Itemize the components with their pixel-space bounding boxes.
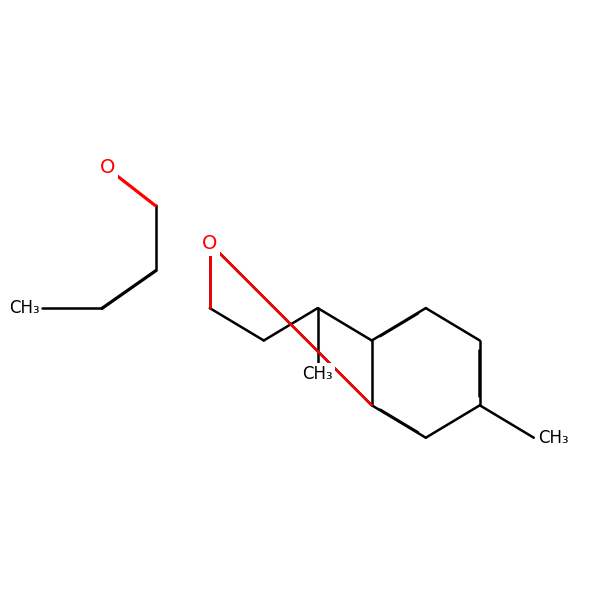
Text: O: O	[100, 158, 115, 177]
Text: O: O	[202, 234, 217, 253]
Text: CH₃: CH₃	[538, 429, 569, 447]
Text: CH₃: CH₃	[302, 365, 333, 383]
Text: CH₃: CH₃	[9, 299, 40, 317]
